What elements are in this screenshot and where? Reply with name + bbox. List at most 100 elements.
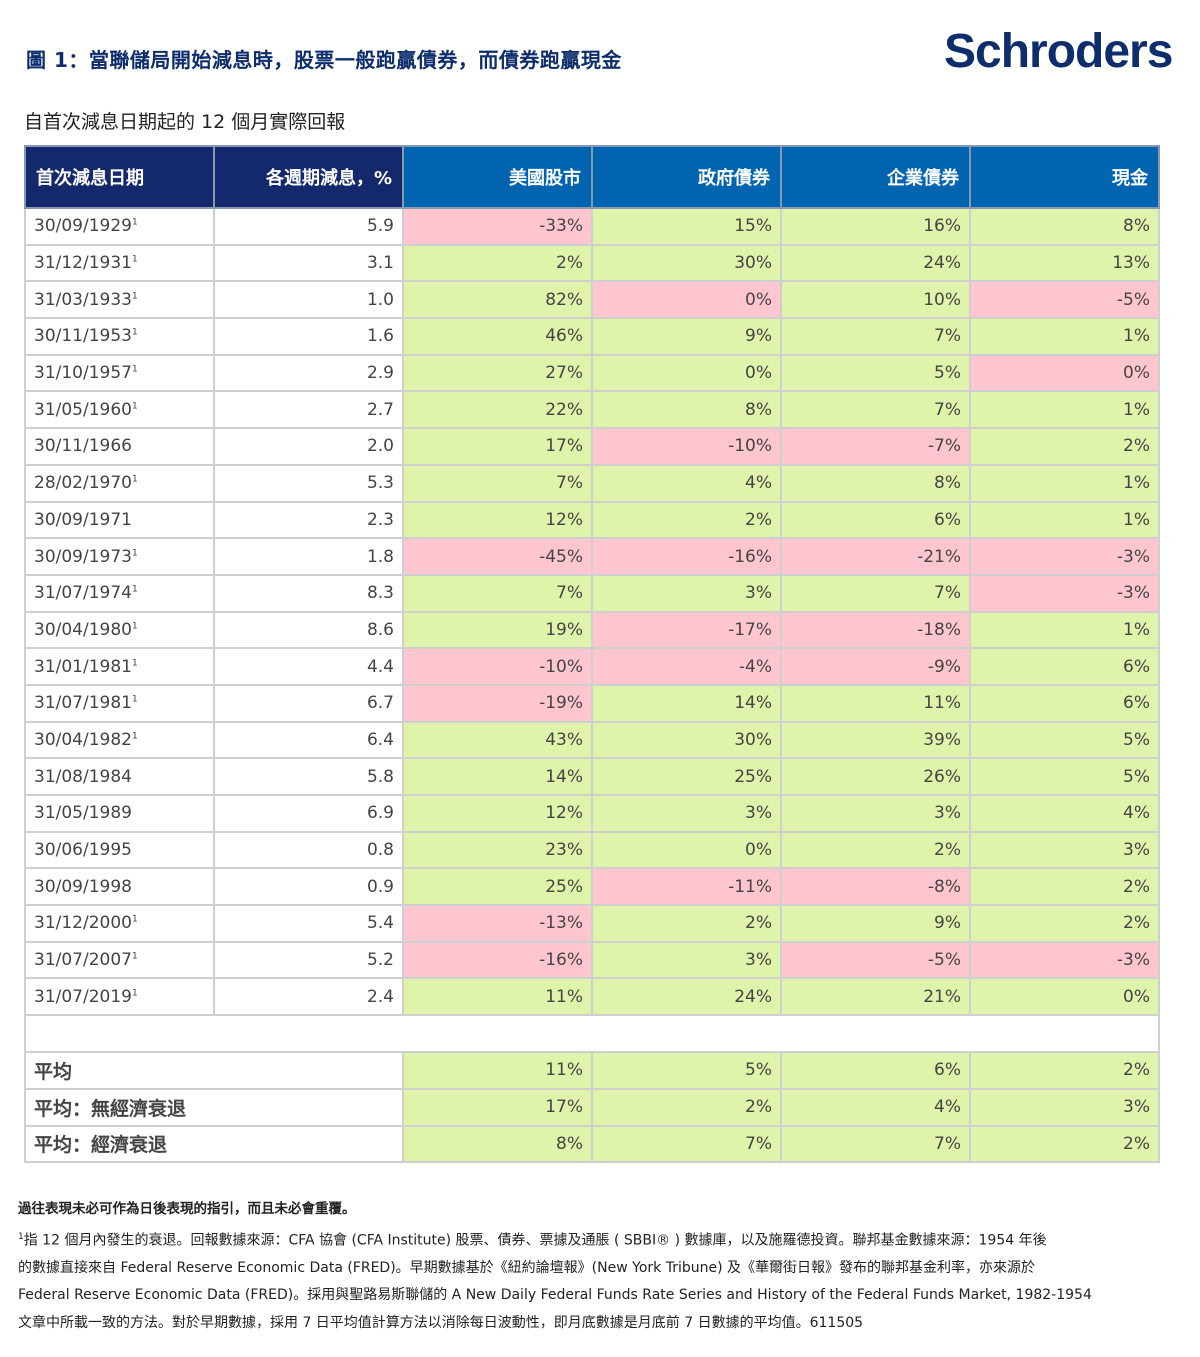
cell-gov: -16% — [591, 537, 782, 576]
cell-corp: 16% — [780, 207, 971, 246]
cell-cash: -3% — [969, 537, 1160, 576]
cell-date: 30/11/19531 — [24, 317, 215, 356]
cell-cash: -3% — [969, 573, 1160, 613]
recession-footnote-marker: 1 — [131, 657, 138, 668]
date-text: 30/11/1966 — [34, 436, 132, 457]
cell-rate-cut: 2.0 — [213, 427, 404, 466]
cell-equity: -10% — [402, 647, 593, 686]
average-label: 平均：經濟衰退 — [24, 1124, 404, 1164]
cell-rate-cut: 8.3 — [213, 573, 404, 613]
date-text: 30/04/1980 — [34, 619, 132, 640]
date-text: 30/06/1995 — [34, 840, 132, 861]
average-equity: 17% — [402, 1087, 593, 1127]
cell-cash: 1% — [969, 317, 1160, 356]
cell-gov: -10% — [591, 427, 782, 466]
table-row: 30/11/19531 1.6 46% 9% 7% 1% — [24, 317, 1160, 356]
date-text: 28/02/1970 — [34, 473, 132, 494]
cell-cash: 5% — [969, 757, 1160, 796]
table-row: 31/07/20191 2.4 11% 24% 21% 0% — [24, 977, 1160, 1017]
cell-equity: -33% — [402, 207, 593, 246]
col-header-rate-cut: 各週期減息，% — [213, 145, 404, 209]
cell-cash: 13% — [969, 243, 1160, 283]
average-cash: 3% — [969, 1087, 1160, 1127]
recession-footnote-marker: 1 — [131, 474, 138, 485]
table-header-row: 首次減息日期 各週期減息，% 美國股市 政府債券 企業債券 現金 — [24, 145, 1160, 209]
cell-gov: 3% — [591, 794, 782, 833]
footnote-1: 1指 12 個月內發生的衰退。回報數據來源：CFA 協會 (CFA Instit… — [18, 1224, 1178, 1255]
average-corp: 4% — [780, 1087, 971, 1127]
cell-cash: 1% — [969, 390, 1160, 430]
recession-footnote-marker: 1 — [131, 364, 138, 375]
cell-gov: 3% — [591, 573, 782, 613]
average-label: 平均：無經濟衰退 — [24, 1087, 404, 1127]
figure-title: 圖 1：當聯儲局開始減息時，股票一般跑贏債券，而債券跑贏現金 — [26, 48, 622, 72]
cell-equity: -45% — [402, 537, 593, 576]
recession-footnote-marker: 1 — [131, 584, 138, 595]
cell-corp: 24% — [780, 243, 971, 283]
cell-date: 31/12/20001 — [24, 904, 215, 943]
cell-cash: 2% — [969, 427, 1160, 466]
table-row: 31/03/19331 1.0 82% 0% 10% -5% — [24, 280, 1160, 320]
footnote-line-2: 的數據直接來自 Federal Reserve Economic Data (F… — [18, 1259, 1035, 1276]
cell-date: 30/09/1971 — [24, 500, 215, 540]
cell-rate-cut: 5.8 — [213, 757, 404, 796]
recession-footnote-marker: 1 — [131, 988, 138, 999]
cell-equity: 2% — [402, 243, 593, 283]
date-text: 31/05/1989 — [34, 803, 132, 824]
date-text: 31/07/2007 — [34, 950, 132, 971]
average-label: 平均 — [24, 1051, 404, 1090]
cell-rate-cut: 8.6 — [213, 610, 404, 650]
cell-cash: 5% — [969, 720, 1160, 760]
cell-equity: 7% — [402, 573, 593, 613]
recession-footnote-marker: 1 — [131, 254, 138, 265]
cell-date: 31/07/19741 — [24, 573, 215, 613]
date-text: 30/09/1971 — [34, 509, 132, 530]
table-row: 31/01/19811 4.4 -10% -4% -9% 6% — [24, 647, 1160, 686]
cell-date: 31/07/19811 — [24, 683, 215, 723]
cell-cash: 1% — [969, 610, 1160, 650]
date-text: 31/08/1984 — [34, 766, 132, 787]
cell-equity: 25% — [402, 867, 593, 907]
average-gov: 2% — [591, 1087, 782, 1127]
cell-corp: 9% — [780, 904, 971, 943]
cell-gov: 30% — [591, 243, 782, 283]
disclaimer: 過往表現未必可作為日後表現的指引，而且未必會重覆。 — [18, 1201, 356, 1217]
cell-equity: 27% — [402, 353, 593, 393]
cell-rate-cut: 0.9 — [213, 867, 404, 907]
table-subtitle: 自首次減息日期起的 12 個月實際回報 — [24, 111, 346, 133]
cell-cash: -5% — [969, 280, 1160, 320]
cell-cash: 6% — [969, 647, 1160, 686]
cell-corp: 21% — [780, 977, 971, 1017]
cell-corp: 7% — [780, 573, 971, 613]
date-text: 30/09/1998 — [34, 876, 132, 897]
table-row: 30/11/1966 2.0 17% -10% -7% 2% — [24, 427, 1160, 466]
table-row: 30/09/1971 2.3 12% 2% 6% 1% — [24, 500, 1160, 540]
cell-date: 30/09/19731 — [24, 537, 215, 576]
cell-cash: 2% — [969, 867, 1160, 907]
cell-date: 30/06/1995 — [24, 830, 215, 870]
date-text: 31/05/1960 — [34, 399, 132, 420]
cell-cash: -3% — [969, 940, 1160, 980]
cell-rate-cut: 5.9 — [213, 207, 404, 246]
cell-gov: 4% — [591, 463, 782, 503]
cell-corp: 2% — [780, 830, 971, 870]
cell-gov: 15% — [591, 207, 782, 246]
cell-gov: 9% — [591, 317, 782, 356]
cell-corp: -8% — [780, 867, 971, 907]
table-row: 30/09/19291 5.9 -33% 15% 16% 8% — [24, 207, 1160, 246]
cell-equity: 46% — [402, 317, 593, 356]
cell-date: 31/10/19571 — [24, 353, 215, 393]
table-row: 31/10/19571 2.9 27% 0% 5% 0% — [24, 353, 1160, 393]
table-row: 31/07/19811 6.7 -19% 14% 11% 6% — [24, 683, 1160, 723]
cell-equity: -19% — [402, 683, 593, 723]
recession-footnote-marker: 1 — [131, 291, 138, 302]
cell-date: 30/04/19821 — [24, 720, 215, 760]
cell-equity: 17% — [402, 427, 593, 466]
cell-gov: 0% — [591, 280, 782, 320]
cell-corp: -7% — [780, 427, 971, 466]
date-text: 31/07/1981 — [34, 693, 132, 714]
average-equity: 8% — [402, 1124, 593, 1164]
recession-footnote-marker: 1 — [131, 951, 138, 962]
cell-cash: 3% — [969, 830, 1160, 870]
cell-gov: 3% — [591, 940, 782, 980]
